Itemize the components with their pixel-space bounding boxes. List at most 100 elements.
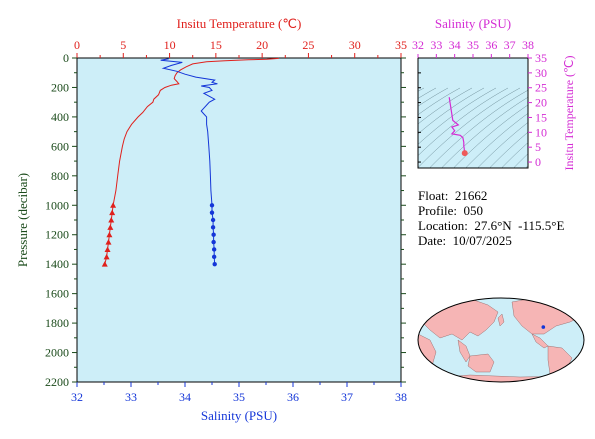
pressure-tick-label: 200 bbox=[51, 80, 69, 94]
pressure-tick-label: 0 bbox=[63, 51, 69, 65]
ts-temperature-tick-label: 20 bbox=[535, 96, 547, 110]
temperature-tick-label: 10 bbox=[164, 38, 176, 52]
salinity-point bbox=[211, 247, 217, 252]
pressure-tick-label: 1400 bbox=[45, 257, 69, 271]
isopycnal-line bbox=[489, 131, 528, 168]
temperature-tick-label: 30 bbox=[349, 38, 361, 52]
ts-salinity-tick-label: 34 bbox=[449, 38, 461, 52]
pressure-axis: 0 200 400 600 800 1000 1200 1400 1600 1800 2000 220… bbox=[45, 51, 406, 389]
temperature-point bbox=[101, 261, 108, 267]
pressure-tick-label: 1200 bbox=[45, 228, 69, 242]
salinity-profile-line bbox=[160, 58, 218, 265]
map-frame bbox=[417, 297, 585, 383]
isopycnal-line bbox=[465, 113, 528, 168]
pressure-tick-label: 1800 bbox=[45, 316, 69, 330]
landmass bbox=[457, 339, 471, 363]
pressure-tick-label: 1600 bbox=[45, 287, 69, 301]
temperature-tick-label: 5 bbox=[120, 38, 126, 52]
ts-salinity-tick-label: 33 bbox=[430, 38, 442, 52]
salinity-markers bbox=[209, 203, 217, 267]
isopycnal-line bbox=[418, 87, 485, 135]
isopycnal-line bbox=[582, 88, 595, 198]
isopycnal-line bbox=[429, 89, 528, 168]
temperature-point bbox=[104, 246, 111, 252]
salinity-point bbox=[211, 232, 216, 237]
float-location-marker bbox=[541, 325, 546, 329]
isopycnal-line bbox=[522, 88, 595, 198]
isopycnal-line bbox=[418, 87, 521, 168]
temperature-point bbox=[103, 253, 110, 260]
salinity-tick-label: 35 bbox=[233, 390, 245, 404]
isopycnal-line bbox=[453, 104, 528, 168]
pressure-axis-label: Pressure (decibar) bbox=[15, 173, 30, 267]
profile-chart: 0 5 10 15 20 25 30 35 32 33 34 35 36 37 38 0 200 400 600… bbox=[15, 16, 407, 423]
temperature-tick-label: 25 bbox=[302, 38, 314, 52]
isopycnal-line bbox=[418, 87, 509, 156]
ts-profile-line bbox=[448, 97, 466, 154]
float-location: Location: 27.6°N -115.5°E bbox=[418, 218, 565, 233]
salinity-tick-label: 34 bbox=[179, 390, 191, 404]
temperature-point bbox=[110, 202, 117, 208]
temperature-point bbox=[106, 231, 113, 238]
pressure-tick-label: 2000 bbox=[45, 346, 69, 360]
temperature-axis: 0 5 10 15 20 25 30 35 bbox=[74, 38, 407, 58]
pressure-tick-label: 1000 bbox=[45, 198, 69, 212]
temperature-tick-label: 15 bbox=[210, 38, 222, 52]
profile-number: Profile: 050 bbox=[418, 203, 483, 218]
salinity-tick-label: 38 bbox=[395, 390, 407, 404]
temperature-point bbox=[108, 217, 115, 223]
world-map-inset bbox=[417, 297, 585, 383]
ts-temperature-label: Insitu Temperature (℃) bbox=[562, 55, 576, 170]
temperature-axis-label: Insitu Temperature (℃) bbox=[177, 16, 302, 31]
pressure-tick-label: 2200 bbox=[45, 375, 69, 389]
temperature-point bbox=[107, 224, 114, 230]
ts-salinity-tick-label: 36 bbox=[485, 38, 497, 52]
ts-deepest-point-marker bbox=[461, 150, 468, 157]
ts-temperature-tick-label: 25 bbox=[535, 81, 547, 95]
pressure-tick-label: 600 bbox=[51, 139, 69, 153]
isopycnal-line bbox=[418, 87, 497, 145]
ts-temperature-tick-label: 0 bbox=[535, 155, 541, 169]
isopycnal-line bbox=[477, 122, 528, 168]
salinity-point bbox=[211, 239, 216, 245]
temperature-point bbox=[109, 209, 116, 216]
pressure-tick-label: 400 bbox=[51, 110, 69, 124]
temperature-markers bbox=[101, 202, 117, 267]
landmass bbox=[467, 353, 495, 373]
ts-temperature-tick-label: 5 bbox=[535, 140, 541, 154]
salinity-axis: 32 33 34 35 36 37 38 bbox=[71, 382, 407, 404]
salinity-point bbox=[210, 217, 216, 223]
isopycnal-line bbox=[418, 87, 461, 116]
temperature-tick-label: 35 bbox=[395, 38, 407, 52]
ts-salinity-axis: 32 33 34 35 36 37 38 bbox=[412, 38, 534, 58]
ts-temperature-tick-label: 30 bbox=[535, 66, 547, 80]
profile-date: Date: 10/07/2025 bbox=[418, 233, 512, 248]
ts-title: Salinity (PSU) bbox=[435, 16, 511, 31]
salinity-point bbox=[210, 225, 216, 230]
salinity-tick-label: 33 bbox=[125, 390, 137, 404]
salinity-point bbox=[211, 254, 217, 260]
ts-salinity-tick-label: 35 bbox=[467, 38, 479, 52]
ts-temperature-tick-label: 35 bbox=[535, 51, 547, 65]
ts-temperature-tick-label: 15 bbox=[535, 110, 547, 124]
salinity-point bbox=[212, 261, 217, 267]
float-id: Float: 21662 bbox=[418, 188, 488, 203]
isopycnal-line bbox=[418, 87, 449, 107]
salinity-axis-label: Salinity (PSU) bbox=[201, 408, 277, 423]
ts-salinity-tick-label: 32 bbox=[412, 38, 424, 52]
ts-salinity-tick-label: 37 bbox=[504, 38, 516, 52]
salinity-tick-label: 32 bbox=[71, 390, 83, 404]
profile-plot-area bbox=[76, 57, 402, 383]
salinity-point bbox=[209, 203, 215, 208]
salinity-point bbox=[209, 210, 215, 215]
salinity-tick-label: 36 bbox=[287, 390, 299, 404]
temperature-tick-label: 0 bbox=[74, 38, 80, 52]
temperature-tick-label: 20 bbox=[256, 38, 268, 52]
ts-temperature-tick-label: 10 bbox=[535, 125, 547, 139]
landmass bbox=[531, 333, 549, 349]
temperature-point bbox=[105, 239, 112, 245]
ts-salinity-tick-label: 38 bbox=[522, 38, 534, 52]
